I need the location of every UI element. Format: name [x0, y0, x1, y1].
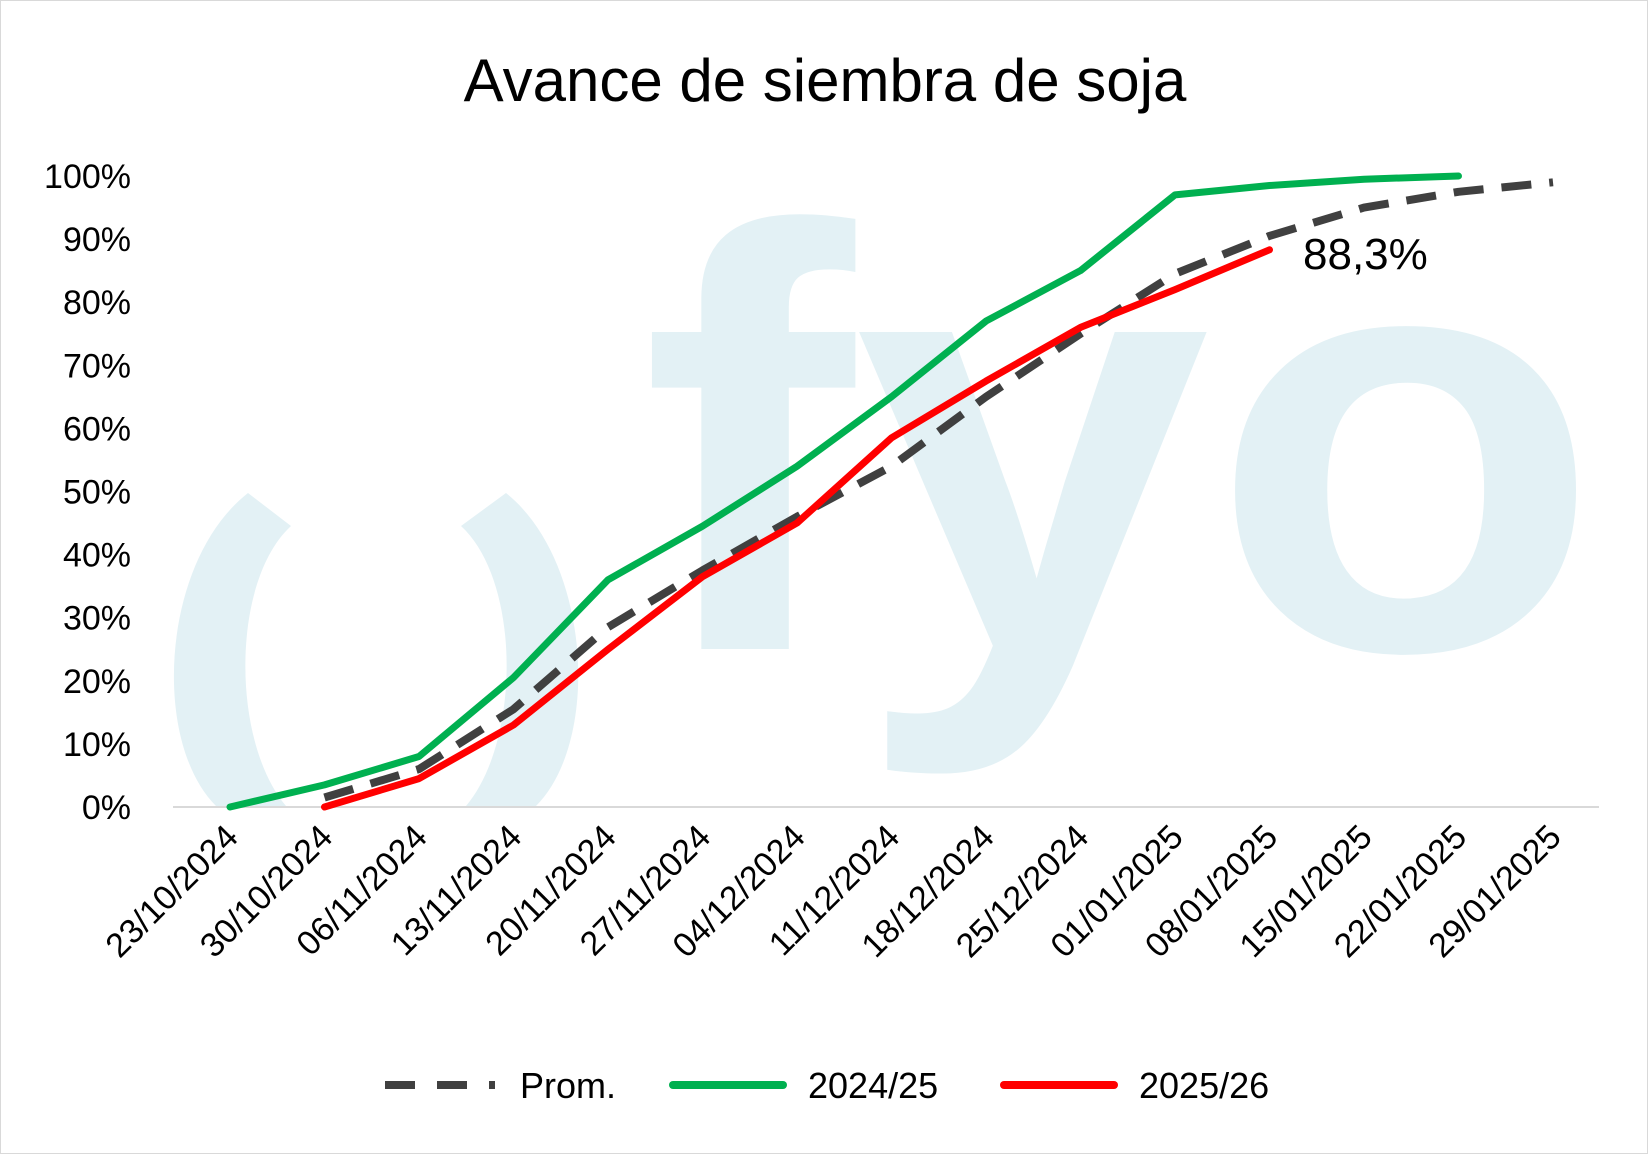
y-axis-ticks: 0% 10% 20% 30% 40% 50% 60% 70% 80% 90% 100% [44, 158, 131, 827]
legend-label: Prom. [520, 1065, 616, 1106]
y-tick-label: 0% [82, 789, 131, 827]
watermark-right-paren [461, 493, 579, 806]
y-tick-label: 70% [63, 347, 131, 385]
watermark-left-paren [173, 493, 291, 806]
annotation-label: 88,3% [1303, 230, 1428, 279]
x-axis-ticks: 23/10/202430/10/202406/11/202413/11/2024… [98, 818, 1568, 965]
chart-title: Avance de siembra de soja [464, 47, 1187, 114]
series-line [226, 172, 1462, 811]
legend-label: 2024/25 [808, 1065, 938, 1106]
y-tick-label: 30% [63, 600, 131, 638]
y-tick-label: 20% [63, 663, 131, 701]
watermark-logo: fyo [173, 107, 1601, 806]
y-tick-label: 40% [63, 537, 131, 575]
y-tick-label: 100% [44, 158, 131, 196]
series-layer [226, 172, 1554, 811]
y-tick-label: 90% [63, 221, 131, 259]
y-tick-label: 10% [63, 726, 131, 764]
y-tick-label: 80% [63, 284, 131, 322]
watermark-text: fyo [641, 107, 1601, 780]
legend: Prom. 2024/25 2025/26 [385, 1065, 1269, 1106]
legend-label: 2025/26 [1139, 1065, 1269, 1106]
y-tick-label: 60% [63, 410, 131, 448]
series-line [323, 178, 1554, 802]
y-tick-label: 50% [63, 474, 131, 512]
series-line [321, 246, 1273, 811]
